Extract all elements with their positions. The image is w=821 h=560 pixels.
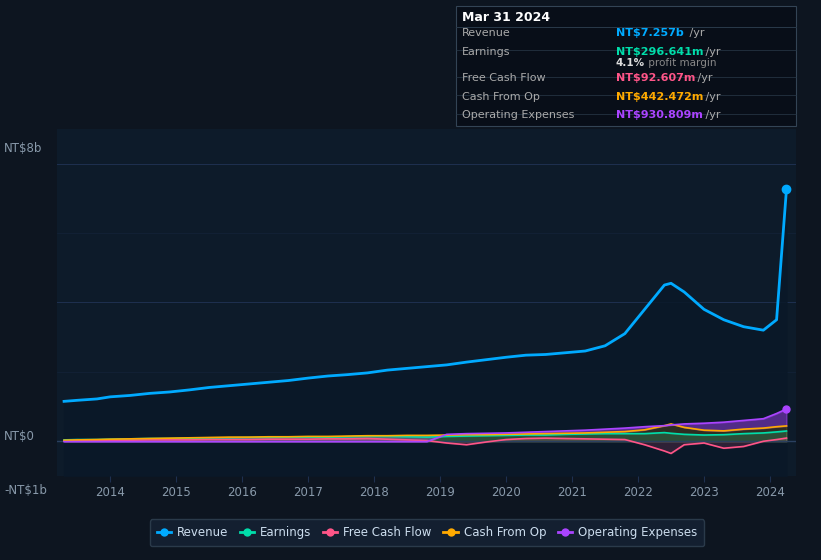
Text: 4.1%: 4.1% (616, 58, 644, 68)
Text: Mar 31 2024: Mar 31 2024 (462, 11, 550, 24)
Text: NT$8b: NT$8b (4, 142, 43, 155)
Text: NT$0: NT$0 (4, 430, 35, 444)
Text: NT$296.641m: NT$296.641m (616, 47, 704, 57)
Text: -NT$1b: -NT$1b (4, 484, 47, 497)
Text: Earnings: Earnings (462, 47, 511, 57)
Text: /yr: /yr (686, 29, 704, 39)
Text: /yr: /yr (701, 110, 720, 120)
Text: /yr: /yr (694, 73, 713, 83)
Text: profit margin: profit margin (645, 58, 717, 68)
Text: /yr: /yr (701, 92, 720, 102)
Text: Cash From Op: Cash From Op (462, 92, 540, 102)
Text: NT$930.809m: NT$930.809m (616, 110, 703, 120)
Text: NT$92.607m: NT$92.607m (616, 73, 695, 83)
Text: Operating Expenses: Operating Expenses (462, 110, 575, 120)
Text: NT$442.472m: NT$442.472m (616, 92, 703, 102)
Legend: Revenue, Earnings, Free Cash Flow, Cash From Op, Operating Expenses: Revenue, Earnings, Free Cash Flow, Cash … (149, 519, 704, 547)
Text: Revenue: Revenue (462, 29, 511, 39)
Text: /yr: /yr (701, 47, 720, 57)
Text: NT$7.257b: NT$7.257b (616, 29, 684, 39)
Text: Free Cash Flow: Free Cash Flow (462, 73, 546, 83)
